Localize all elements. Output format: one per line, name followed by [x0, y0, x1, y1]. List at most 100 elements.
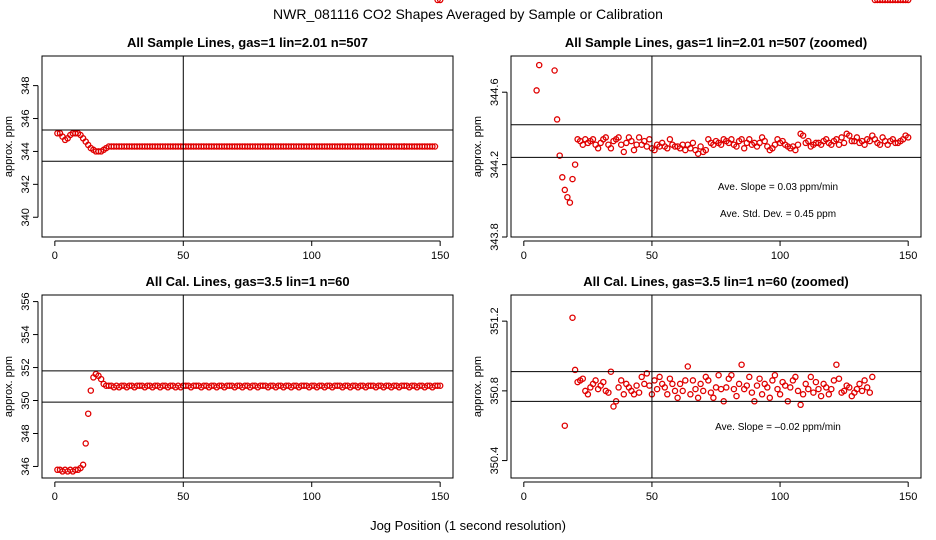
plot-frame: [510, 55, 922, 238]
y-tick-label: 340: [20, 208, 32, 226]
data-point: [899, 0, 907, 4]
data-point: [771, 371, 779, 379]
panel-title: All Cal. Lines, gas=3.5 lin=1 n=60: [145, 274, 349, 289]
data-point: [671, 387, 679, 395]
data-point: [769, 377, 776, 384]
data-point: [825, 391, 833, 398]
data-point: [617, 141, 625, 148]
data-point: [697, 380, 704, 388]
data-point: [692, 385, 699, 393]
data-point: [589, 136, 597, 143]
data-point: [794, 387, 802, 395]
data-point: [856, 380, 863, 388]
y-tick-label: 343.8: [489, 223, 501, 251]
y-tick-label: 356: [20, 292, 32, 310]
y-tick-label: 351.2: [489, 307, 501, 335]
y-axis: 343.8 344.2 344.6 approx. ppm: [472, 78, 508, 251]
data-point: [674, 394, 681, 402]
plot-frame: [41, 294, 454, 479]
x-tick-label: 50: [646, 250, 658, 262]
x-axis: 0 50 100 150: [52, 481, 449, 503]
data-point: [846, 132, 853, 139]
data-point: [694, 394, 702, 402]
data-point: [643, 143, 651, 150]
data-point: [566, 199, 574, 206]
data-point: [884, 0, 891, 4]
data-point: [556, 152, 563, 159]
data-point: [689, 377, 697, 384]
data-point: [628, 137, 635, 145]
data-point: [879, 0, 886, 4]
data-point: [897, 0, 904, 4]
data-point: [740, 145, 748, 152]
data-point: [787, 384, 794, 391]
data-point: [876, 0, 884, 4]
data-point: [676, 380, 684, 388]
data-point: [733, 143, 740, 150]
y-tick-label: 344.6: [489, 78, 501, 106]
panel-title: All Sample Lines, gas=1 lin=2.01 n=507: [127, 35, 368, 50]
data-point: [858, 387, 866, 395]
y-axis-label: approx. ppm: [472, 356, 484, 417]
data-points: [533, 61, 912, 206]
data-point: [431, 143, 439, 150]
data-point: [54, 130, 61, 137]
data-point: [579, 375, 587, 382]
data-point: [728, 371, 735, 379]
data-point: [97, 375, 105, 383]
data-point: [561, 186, 569, 194]
data-point: [653, 385, 661, 393]
x-tick-label: 0: [521, 491, 527, 503]
data-points: [561, 0, 912, 429]
data-point: [620, 148, 628, 156]
x-tick-label: 50: [177, 491, 189, 503]
x-tick-label: 100: [771, 250, 789, 262]
data-point: [869, 373, 876, 381]
data-point: [664, 391, 671, 398]
data-point: [705, 377, 712, 384]
y-tick-label: 354: [20, 325, 32, 343]
data-point: [569, 175, 576, 183]
data-point: [774, 385, 781, 393]
data-point: [904, 0, 912, 4]
data-point: [717, 385, 725, 393]
y-tick-label: 342: [20, 175, 32, 193]
plot-frame: [41, 55, 454, 238]
x-tick-label: 50: [646, 491, 658, 503]
data-point: [656, 373, 663, 381]
x-axis: 0 50 100 150: [52, 240, 449, 262]
data-point: [699, 387, 707, 395]
data-point: [799, 132, 807, 139]
x-tick-label: 150: [899, 250, 917, 262]
data-point: [717, 141, 725, 148]
data-point: [687, 391, 694, 398]
x-tick-label: 150: [431, 491, 449, 503]
data-point: [84, 410, 92, 417]
data-point: [805, 385, 812, 393]
data-point: [79, 461, 87, 469]
data-point: [748, 389, 756, 396]
data-point: [863, 384, 871, 391]
data-point: [802, 380, 809, 388]
y-tick-label: 346: [20, 457, 32, 475]
data-point: [638, 373, 645, 381]
data-point: [766, 394, 774, 402]
data-point: [436, 0, 444, 4]
data-point: [605, 389, 612, 396]
data-point: [723, 384, 730, 391]
data-point: [666, 375, 674, 382]
data-point: [871, 0, 879, 4]
data-point: [835, 375, 843, 382]
data-point: [635, 134, 643, 141]
data-point: [610, 403, 617, 410]
data-point: [894, 0, 902, 4]
data-point: [710, 394, 717, 402]
data-point: [702, 146, 710, 154]
y-tick-label: 348: [20, 424, 32, 442]
y-axis-label: approx. ppm: [3, 356, 15, 417]
data-point: [743, 382, 751, 389]
data-point: [617, 377, 625, 384]
annotation-text: Ave. Std. Dev. = 0.45 ppm: [720, 209, 836, 220]
data-point: [756, 375, 763, 382]
